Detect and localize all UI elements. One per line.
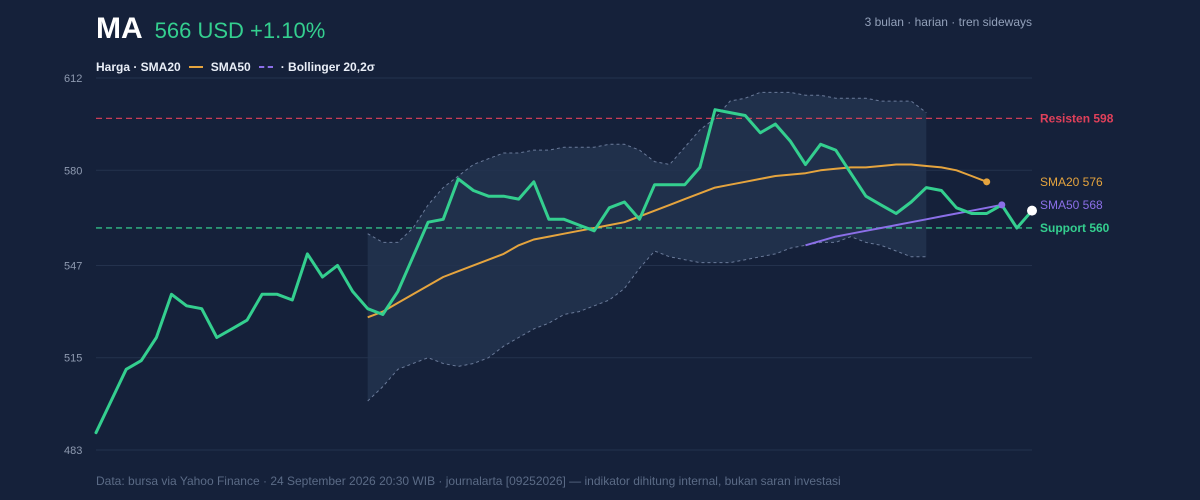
support-label: Support 560: [1040, 221, 1110, 235]
legend-sma20-swatch: [188, 66, 203, 68]
sma50-label: SMA50 568: [1040, 198, 1103, 212]
ticker-symbol: MA: [96, 12, 143, 45]
title-row: MA 566 USD +1.10%: [96, 12, 325, 46]
sma20-line: [367, 163, 988, 319]
legend-sma50-swatch: [258, 66, 273, 68]
last-price-point: [1027, 205, 1037, 216]
sma20-label: SMA20 576: [1040, 175, 1103, 189]
y-tick-label-515: 515: [64, 353, 82, 365]
series-lines: [94, 108, 1037, 435]
y-tick-label-580: 580: [64, 165, 82, 177]
bollinger-area: [367, 92, 927, 402]
price-quote: 566 USD +1.10%: [154, 18, 326, 43]
price-line: [94, 108, 1034, 435]
resistance-label: Resisten 598: [1040, 111, 1114, 125]
sma20-end-point: [983, 178, 991, 186]
y-tick-label-612: 612: [64, 73, 82, 85]
y-tick-label-547: 547: [64, 260, 82, 272]
legend: Harga · SMA20 SMA50 · Bollinger 20,2σ: [96, 60, 375, 74]
bollinger-upper-line: [367, 91, 927, 243]
bollinger-lower-line: [367, 236, 927, 402]
legend-bollinger: · Bollinger 20,2σ: [280, 60, 375, 74]
legend-price-sma20: Harga · SMA20: [96, 60, 181, 74]
annotations: Resisten 598 SMA20 576 SMA50 568 Support 56…: [1040, 111, 1114, 235]
chart-meta: 3 bulan · harian · tren sideways: [864, 15, 1032, 29]
bollinger-band: [367, 91, 927, 402]
y-tick-label-483: 483: [64, 445, 82, 457]
legend-sma50: SMA50: [210, 60, 251, 74]
footer-note: Data: bursa via Yahoo Finance · 24 Septe…: [96, 474, 841, 488]
sma50-end-point: [998, 201, 1006, 209]
